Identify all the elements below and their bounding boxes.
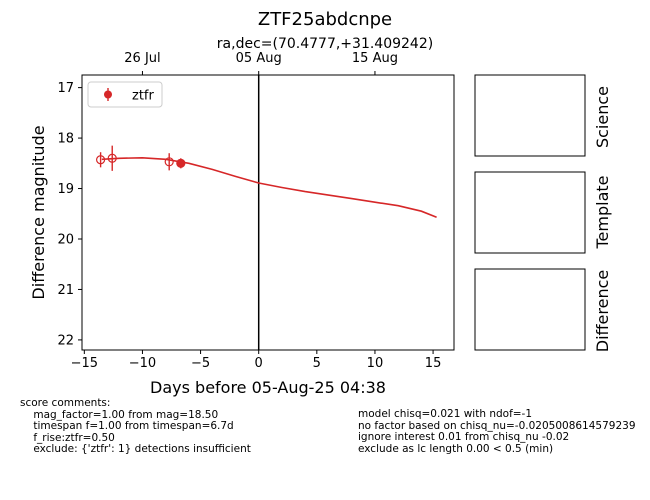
- y-tick-label: 20: [57, 232, 74, 247]
- plot-frame: [81, 74, 455, 351]
- cutout-panels: Science Template Difference: [474, 74, 612, 352]
- top-tick-label: 26 Jul: [124, 51, 160, 66]
- top-tick-label: 15 Aug: [352, 51, 398, 66]
- x-tick-label: −5: [191, 356, 210, 371]
- difference-cutout: [474, 268, 586, 351]
- data-point-upper: [164, 157, 174, 167]
- legend-label: ztfr: [132, 89, 154, 104]
- science-label: Science: [593, 86, 612, 148]
- data-point-upper: [107, 153, 117, 163]
- template-label: Template: [593, 175, 612, 249]
- template-cutout: [474, 171, 586, 254]
- x-axis-label: Days before 05-Aug-25 04:38: [150, 378, 386, 397]
- data-points: [95, 145, 186, 171]
- data-point-detection: [176, 158, 186, 168]
- model-comments: model chisq=0.021 with ndof=-1 no factor…: [358, 408, 636, 455]
- data-point-upper: [95, 155, 106, 165]
- x-tick-label: 5: [313, 356, 321, 371]
- legend: ztfr: [87, 81, 163, 108]
- score-comments: score comments: mag_factor=1.00 from mag…: [20, 397, 251, 456]
- x-axis-top: 26 Jul 05 Aug 15 Aug: [124, 51, 398, 75]
- y-axis-label: Difference magnitude: [29, 125, 48, 299]
- y-tick-label: 21: [57, 283, 74, 298]
- x-tick-label: −10: [129, 356, 156, 371]
- science-cutout: [474, 74, 586, 157]
- difference-label: Difference: [593, 270, 612, 352]
- x-axis-bottom: −15 −10 −5 0 5 10 15: [71, 350, 442, 371]
- y-axis-left: 17 18 19 20 21 22: [57, 81, 82, 348]
- model-curve: [101, 156, 437, 219]
- chart-title: ZTF25abdcnpe: [258, 9, 392, 30]
- x-tick-label: −15: [71, 356, 98, 371]
- plot-area: −15 −10 −5 0 5 10 15 17 18 19 20 21 22 26 Jul 05 Aug…: [29, 51, 455, 397]
- legend-marker: [104, 90, 112, 99]
- chart-subtitle: ra,dec=(70.4777,+31.409242): [217, 36, 433, 52]
- x-tick-label: 15: [425, 356, 442, 371]
- top-tick-label: 05 Aug: [236, 51, 282, 66]
- x-tick-label: 10: [367, 356, 384, 371]
- x-tick-label: 0: [255, 356, 263, 371]
- y-tick-label: 19: [57, 182, 74, 197]
- y-tick-label: 18: [57, 132, 74, 147]
- legend-box: [87, 81, 163, 108]
- y-tick-label: 22: [57, 333, 74, 348]
- y-tick-label: 17: [57, 81, 74, 96]
